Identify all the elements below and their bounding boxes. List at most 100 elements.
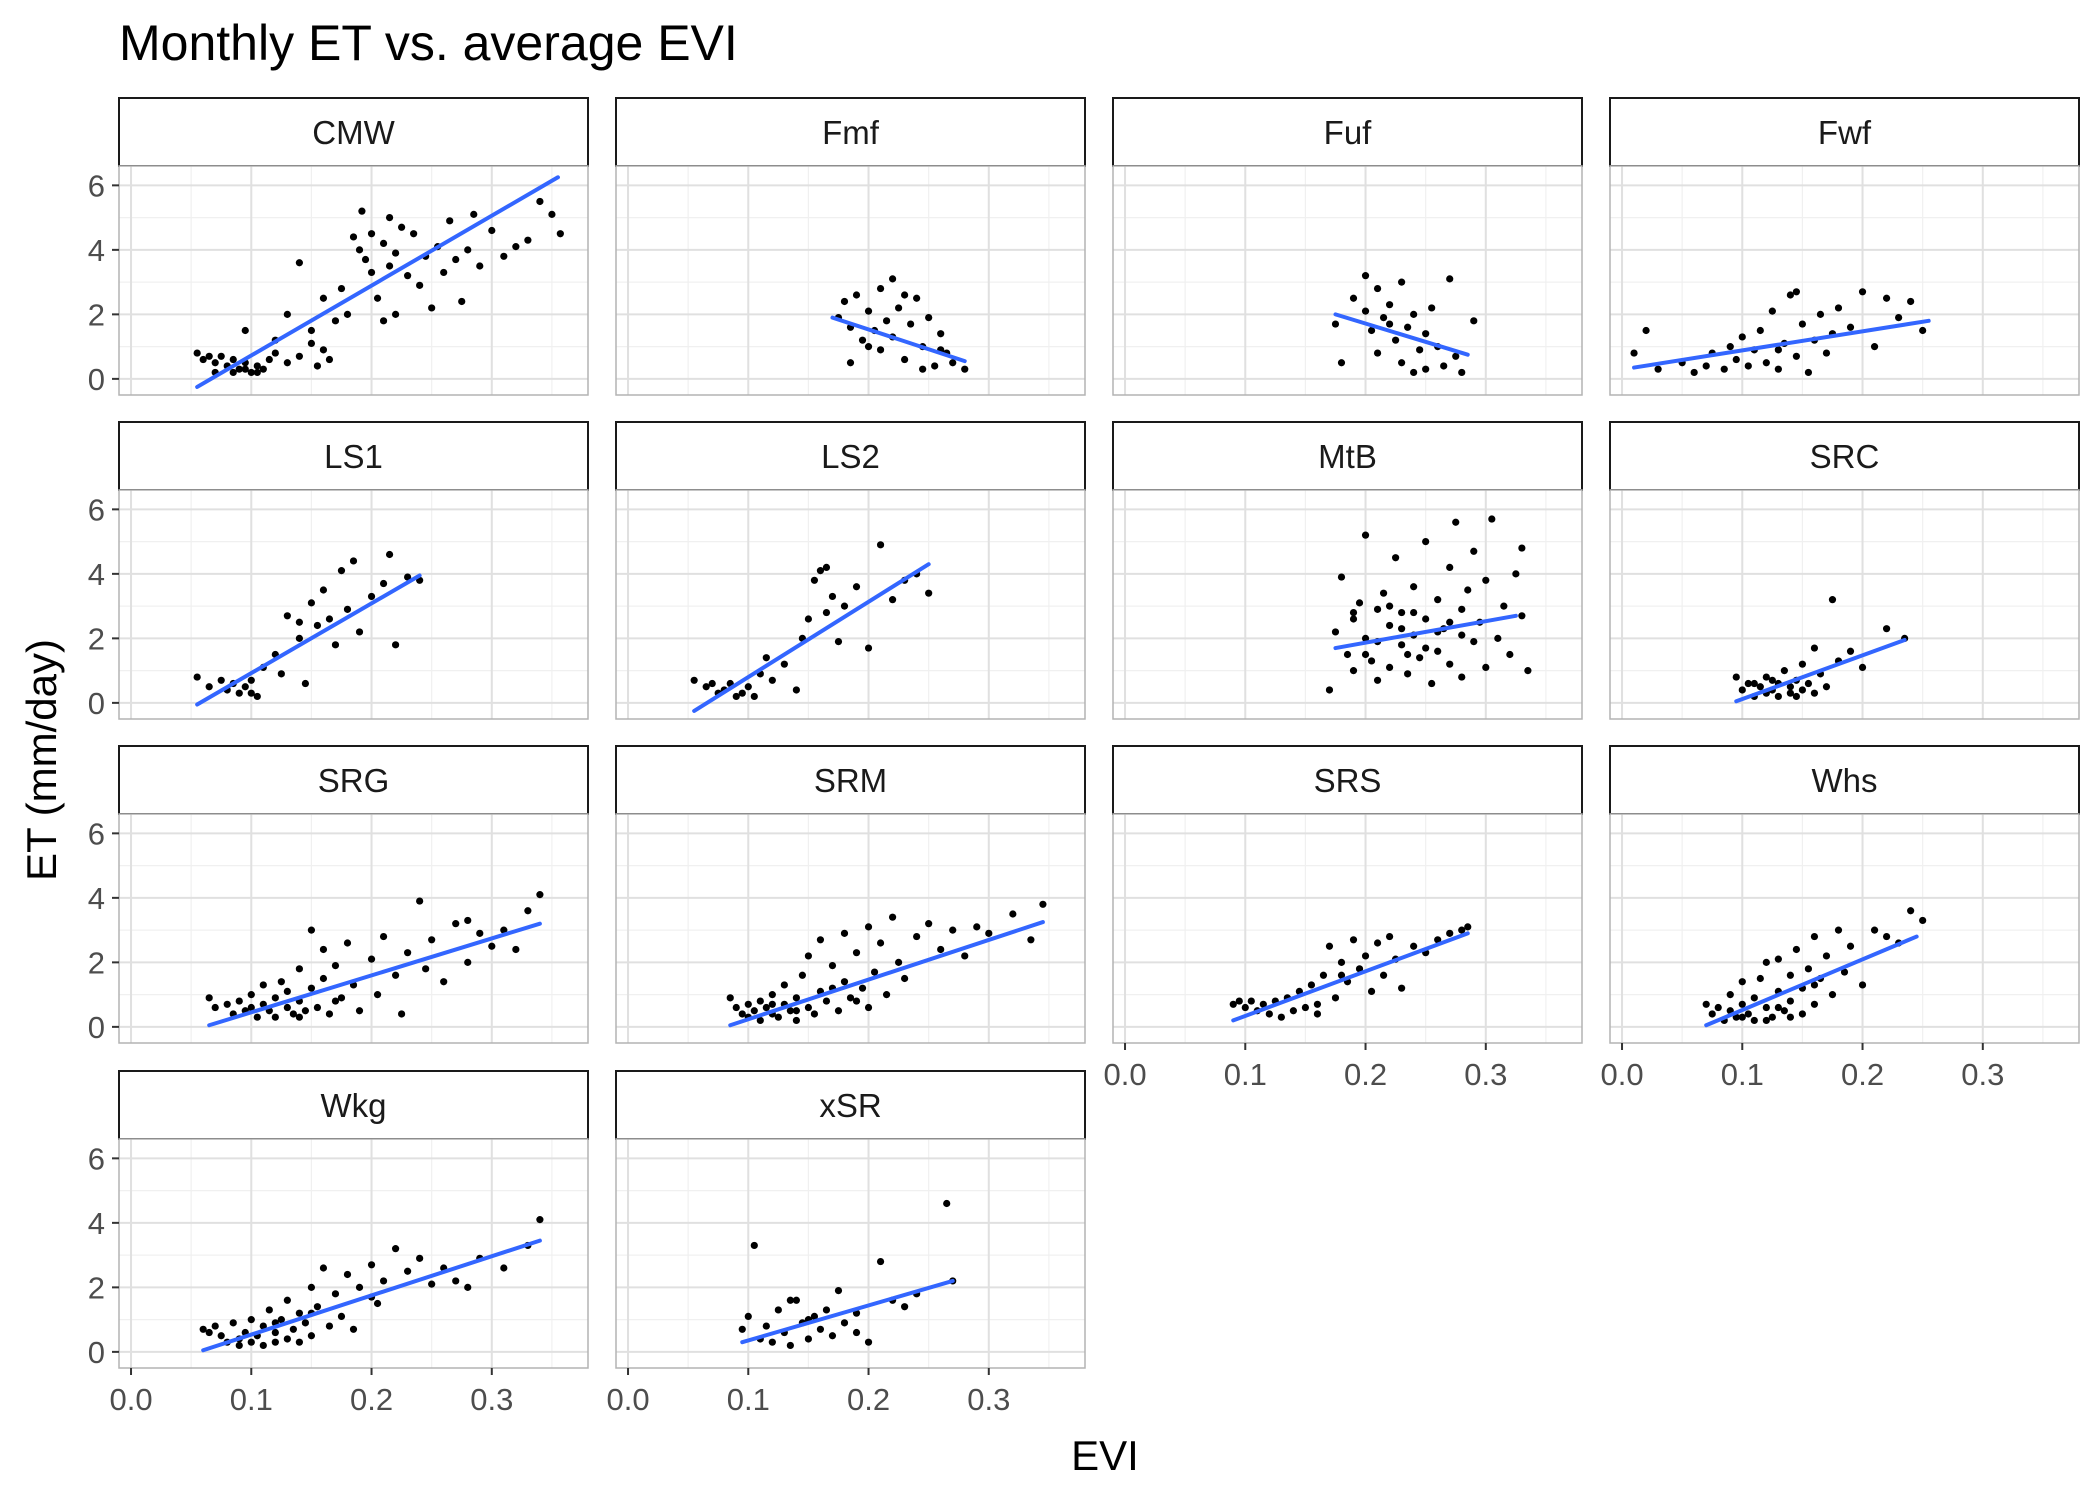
data-point [343, 310, 352, 318]
data-point [301, 1319, 309, 1327]
data-point [289, 1010, 297, 1018]
data-point [241, 683, 249, 691]
facet-strip-label: MtB [1318, 438, 1377, 475]
data-point [235, 365, 243, 373]
data-point [840, 1319, 849, 1327]
data-point [961, 952, 969, 960]
data-point [379, 932, 388, 941]
data-point [1349, 294, 1358, 302]
data-point [1858, 663, 1867, 671]
data-point [410, 230, 418, 238]
panel-background [616, 1139, 1085, 1368]
data-point [416, 1254, 424, 1262]
data-point [1307, 981, 1316, 989]
data-point [864, 307, 873, 315]
data-point [1428, 304, 1436, 312]
data-point [349, 1325, 358, 1333]
data-point [1810, 932, 1819, 941]
data-point [1355, 599, 1364, 607]
x-tick-label: 0.2 [1344, 1057, 1387, 1092]
data-point [1738, 1013, 1746, 1021]
facet-strip-label: CMW [312, 114, 395, 151]
data-point [367, 592, 376, 601]
data-point [446, 217, 454, 225]
data-point [205, 1328, 213, 1337]
data-point [1750, 679, 1758, 688]
panel-border [118, 165, 589, 396]
data-point [768, 676, 776, 684]
data-point [379, 317, 388, 325]
data-point [373, 1299, 382, 1308]
x-tick-label: 0.0 [1600, 1057, 1643, 1092]
data-point [1373, 939, 1382, 947]
x-tick-label: 0.1 [1224, 1057, 1267, 1092]
data-point [307, 339, 316, 347]
data-point [205, 352, 213, 360]
data-point [1756, 683, 1764, 691]
data-point [1810, 644, 1819, 652]
data-point [199, 1325, 207, 1333]
data-point [1732, 355, 1740, 364]
data-point [1458, 926, 1466, 934]
data-point [882, 991, 891, 999]
data-point [1482, 663, 1490, 671]
facet-strip [1112, 421, 1583, 491]
data-point [1422, 365, 1430, 373]
data-point [913, 294, 921, 302]
data-point [876, 939, 885, 947]
data-point [1702, 1000, 1710, 1008]
data-point [762, 654, 770, 662]
y-tick-label: 2 [88, 1270, 105, 1305]
data-point [247, 1316, 255, 1324]
data-point [379, 579, 388, 588]
data-point [985, 929, 993, 937]
data-point [398, 223, 406, 231]
data-point [295, 1338, 303, 1346]
data-point [247, 676, 255, 684]
trend-line [195, 573, 422, 707]
data-point [1828, 596, 1837, 604]
data-point [1762, 958, 1770, 966]
data-point [937, 945, 945, 954]
data-point [1259, 1000, 1267, 1008]
data-point [1810, 1000, 1819, 1008]
data-point [307, 1332, 316, 1340]
data-point [1744, 679, 1752, 688]
data-point [1858, 981, 1867, 989]
data-point [331, 641, 340, 649]
data-point [1373, 676, 1382, 684]
data-point [1720, 365, 1728, 373]
data-point [295, 965, 303, 973]
trend-line [195, 175, 560, 389]
data-point [247, 368, 255, 377]
facet-fuf: Fuf [1112, 97, 1583, 396]
data-point [852, 1328, 861, 1337]
data-point [404, 272, 412, 280]
data-point [1630, 349, 1638, 357]
facet-src: SRC [1609, 421, 2080, 720]
data-point [295, 259, 303, 267]
data-point [524, 907, 532, 915]
data-point [1398, 608, 1406, 617]
data-point [319, 294, 328, 302]
data-point [1331, 320, 1340, 328]
data-point [259, 981, 267, 989]
data-point [229, 1319, 237, 1327]
facet-ls1: LS1 0 2 4 6 [88, 421, 589, 721]
data-point [500, 252, 508, 260]
facet-strip-label: Whs [1812, 762, 1878, 799]
data-point [476, 929, 484, 937]
x-tick-label: 0.2 [1841, 1057, 1884, 1092]
data-point [786, 1296, 794, 1304]
y-tick-label: 6 [88, 1141, 105, 1176]
data-point [816, 1325, 825, 1333]
data-point [307, 984, 316, 992]
data-point [211, 359, 219, 367]
data-point [1804, 368, 1813, 377]
data-point [1410, 310, 1418, 318]
x-tick-label: 0.3 [470, 1382, 513, 1417]
panel-border [615, 813, 1086, 1044]
data-point [1373, 605, 1382, 613]
data-point [1446, 929, 1454, 937]
data-point [229, 368, 237, 377]
